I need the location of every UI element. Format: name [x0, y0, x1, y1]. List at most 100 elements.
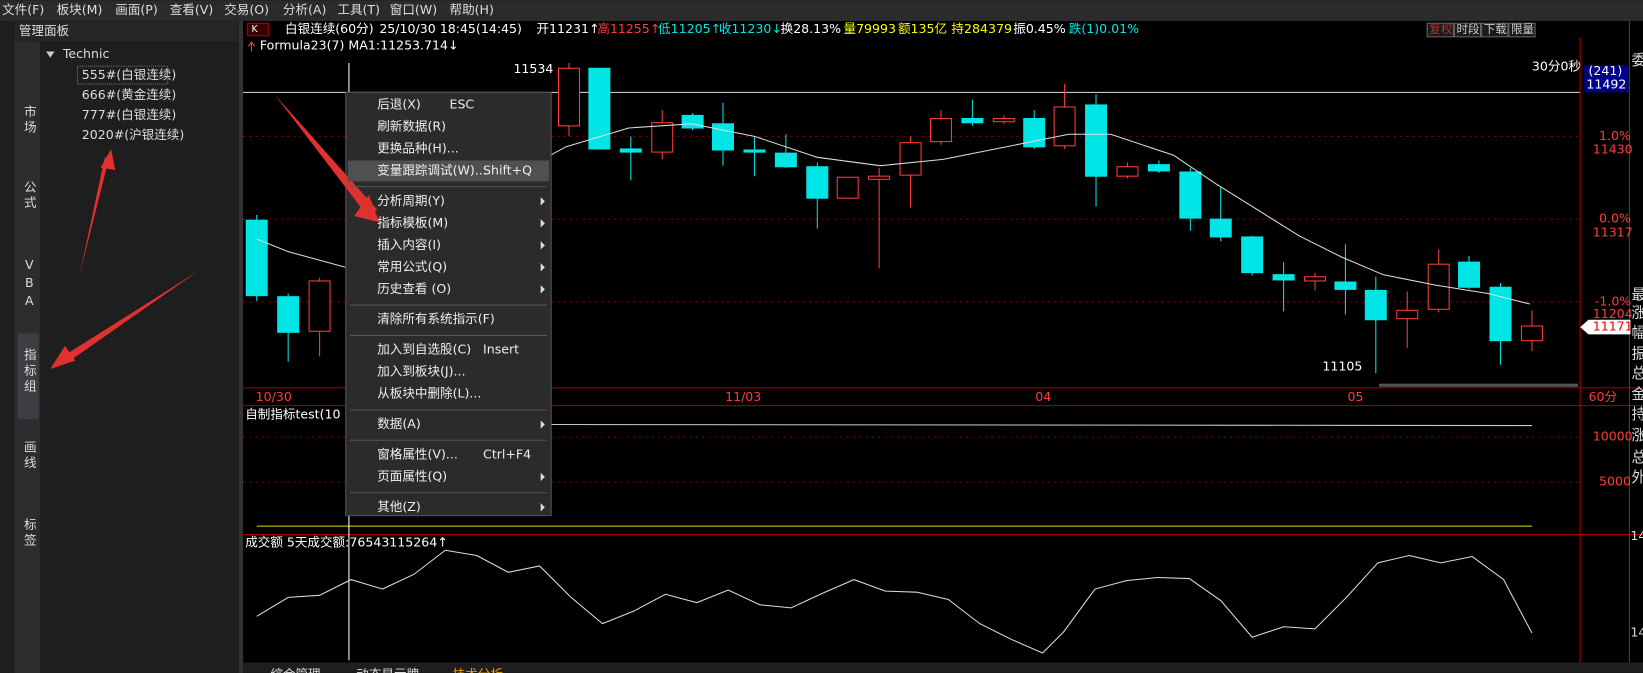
menu-option[interactable]: 常用公式(Q): [377, 259, 447, 274]
submenu-arrow: [540, 285, 545, 294]
candle: [1520, 325, 1543, 342]
bottom-tab[interactable]: 动态显示牌: [356, 666, 419, 673]
tree-area: [14, 42, 239, 673]
toolbar-label[interactable]: 时段: [1456, 22, 1480, 36]
tree-item[interactable]: 666#(黄金连续): [82, 87, 177, 102]
quote-field: 量79993: [844, 21, 897, 36]
candle: [588, 67, 611, 150]
menu-option[interactable]: 变量跟踪调试(W)...: [377, 162, 487, 177]
menu-option[interactable]: 加入到自选股(C): [377, 342, 471, 357]
right-panel-char: 振: [1631, 345, 1643, 362]
menu-option[interactable]: 加入到板块(J)...: [377, 364, 465, 379]
quote-field: 跌(1)0.01%: [1069, 21, 1139, 36]
menu-option[interactable]: 从板块中删除(L)...: [377, 386, 481, 401]
arrow: [354, 195, 380, 223]
quote-field: 持284379: [951, 21, 1012, 36]
side-tab[interactable]: 标签: [22, 518, 37, 549]
price-axis-label: -1.0%: [1595, 293, 1632, 308]
toolbar-label[interactable]: 复权: [1429, 22, 1453, 36]
menu-option[interactable]: 后退(X): [377, 96, 421, 111]
menu-option[interactable]: 更换品种(H)...: [377, 140, 458, 155]
submenu-arrow: [540, 503, 545, 512]
edge-label: 14: [1630, 625, 1643, 640]
menu-option[interactable]: 历史查看 (O): [377, 281, 451, 296]
candle: [992, 118, 1015, 123]
candle: [1304, 276, 1327, 282]
bottom-tab[interactable]: 综合管理: [270, 666, 321, 673]
candle: [681, 114, 704, 129]
candle: [1489, 286, 1512, 342]
menu-item[interactable]: 窗口(W): [390, 2, 437, 17]
candle: [1427, 263, 1450, 310]
menu-option[interactable]: 其他(Z): [377, 499, 421, 514]
side-tab[interactable]: 市场: [22, 104, 37, 136]
expander: [46, 51, 55, 58]
candle: [1396, 309, 1419, 320]
menu-option[interactable]: 清除所有系统指示(F): [377, 311, 495, 326]
candle: [619, 148, 642, 153]
menu-item[interactable]: 文件(F): [2, 2, 44, 17]
candle: [743, 149, 766, 153]
candle: [1458, 261, 1481, 288]
menu-option[interactable]: 分析周期(Y): [377, 193, 445, 208]
menu-option[interactable]: 刷新数据(R): [377, 118, 446, 133]
k-icon: [246, 22, 269, 37]
menu-item[interactable]: 查看(V): [170, 2, 214, 17]
right-panel-char: 涨: [1631, 427, 1643, 444]
candle: [1053, 106, 1076, 147]
menu-item[interactable]: 交易(O): [224, 2, 269, 17]
edge-label: 14: [1630, 528, 1643, 543]
candle: [899, 142, 922, 176]
menu-option[interactable]: 窗格属性(V)...: [377, 446, 458, 461]
menu-item[interactable]: 板块(M): [57, 2, 103, 17]
submenu-arrow: [540, 420, 545, 429]
menu-option[interactable]: 插入内容(I): [377, 237, 441, 252]
up-arrow: [247, 41, 256, 52]
candle: [1334, 281, 1357, 290]
quote-field: 振0.45%: [1013, 21, 1066, 36]
menu-item[interactable]: 帮助(H): [450, 2, 494, 17]
right-panel-char: 委: [1631, 52, 1643, 69]
arrow: [79, 157, 109, 275]
time-axis-label: 11/03: [725, 389, 761, 404]
tree-item[interactable]: 555#(白银连续): [82, 67, 177, 82]
right-panel-char: 持: [1631, 406, 1643, 423]
menu-item[interactable]: 工具(T): [337, 2, 380, 17]
side-tab[interactable]: 公式: [22, 180, 37, 211]
sub-line: [544, 423, 1532, 427]
scrollbar: [1378, 383, 1579, 387]
price-axis-label: 1.0%: [1599, 128, 1631, 143]
indicator-line: Formula23(7) MA1:11253.714↓: [260, 38, 459, 53]
volume-title: 成交额 5天成交额:76543115264↑: [245, 534, 448, 549]
right-panel-char: 外: [1631, 469, 1643, 486]
right-panel-char: 金: [1631, 386, 1643, 403]
current-price: 11171: [1593, 319, 1633, 334]
side-tab[interactable]: 画线: [22, 440, 37, 471]
candle: [712, 123, 735, 151]
toolbar-label[interactable]: 下载: [1484, 22, 1508, 36]
price-axis-label: 0.0%: [1599, 211, 1631, 226]
time-axis-label: 04: [1035, 389, 1051, 404]
menu-option[interactable]: 页面属性(Q): [377, 468, 447, 483]
bottom-tab[interactable]: 技术分析: [453, 666, 503, 673]
tree-item[interactable]: 2020#(沪银连续): [82, 127, 185, 142]
toolbar-button: [1481, 22, 1509, 38]
tree-item[interactable]: 777#(白银连续): [82, 107, 177, 122]
menu-item[interactable]: 画面(P): [115, 2, 158, 17]
menu-option[interactable]: 指标模板(M): [377, 215, 448, 230]
candle: [1364, 289, 1387, 321]
price-axis-label: (241): [1589, 63, 1623, 78]
menu-option[interactable]: 数据(A): [377, 416, 421, 431]
candle: [245, 219, 268, 297]
side-tab[interactable]: 指标组: [22, 348, 37, 395]
menu-highlight: [347, 160, 550, 182]
right-panel-char: 总: [1631, 449, 1643, 466]
quote-field: 开11231↑: [536, 21, 599, 36]
toolbar-label[interactable]: 限量: [1511, 22, 1534, 36]
submenu-arrow: [540, 219, 545, 228]
submenu-arrow: [540, 472, 545, 482]
side-tab[interactable]: VBA: [22, 257, 37, 311]
menu-item[interactable]: 分析(A): [283, 2, 327, 17]
arrow: [100, 148, 116, 170]
